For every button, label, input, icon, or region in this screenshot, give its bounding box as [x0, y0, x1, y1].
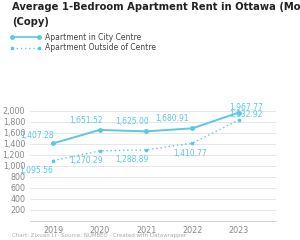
Text: 1,410.77: 1,410.77	[173, 149, 207, 158]
Text: 1,407.28: 1,407.28	[20, 131, 53, 140]
Text: 1,270.29: 1,270.29	[69, 156, 103, 165]
Text: 1,651.52: 1,651.52	[69, 116, 103, 125]
Text: Apartment Outside of Centre: Apartment Outside of Centre	[45, 43, 156, 53]
Text: 1,967.77: 1,967.77	[229, 103, 263, 112]
Text: 1,832.92: 1,832.92	[229, 110, 262, 119]
Text: Chart: Zixuan Li · Source: NUMBEO · Created with Datawrapper: Chart: Zixuan Li · Source: NUMBEO · Crea…	[12, 233, 186, 238]
Text: Apartment in City Centre: Apartment in City Centre	[45, 33, 141, 42]
Text: Average 1-Bedroom Apartment Rent in Ottawa (Monthly): Average 1-Bedroom Apartment Rent in Otta…	[12, 2, 300, 12]
Text: 1,680.91: 1,680.91	[155, 114, 188, 123]
Text: 1,288.89: 1,288.89	[116, 155, 149, 164]
Text: 1,625.00: 1,625.00	[115, 117, 149, 126]
Text: 1,095.56: 1,095.56	[20, 166, 53, 175]
Text: (Copy): (Copy)	[12, 17, 49, 27]
